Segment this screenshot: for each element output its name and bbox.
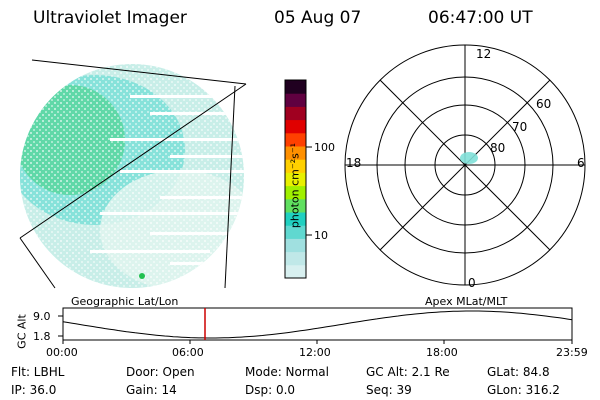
colorbar-cell <box>285 212 306 226</box>
timeline-ytick-label-9: 9.0 <box>33 310 51 323</box>
colorbar-cell <box>285 172 306 187</box>
timeline-xtick-label-1800: 18:00 <box>426 346 458 359</box>
polar-diagonal-2 <box>379 79 551 251</box>
colorbar-cell <box>285 119 306 134</box>
scan-gap <box>160 196 244 199</box>
info-dsp: Dsp: 0.0 <box>245 383 296 397</box>
timeline-y-label: GC Alt <box>15 314 29 349</box>
scan-gap <box>90 250 210 253</box>
colorbar-cell <box>285 132 306 147</box>
colorbar-cell <box>285 146 306 160</box>
scan-gap <box>120 170 244 173</box>
info-mode: Mode: Normal <box>245 365 329 379</box>
time-label: 06:47:00 UT <box>428 8 533 28</box>
colorbar-cell <box>285 251 306 266</box>
polar-plot-label: Apex MLat/MLT <box>425 295 508 308</box>
date-label: 05 Aug 07 <box>274 8 362 28</box>
scan-gap <box>110 138 244 141</box>
timeline-xtick-label-2359: 23:59 <box>556 346 588 359</box>
info-gc-alt: GC Alt: 2.1 Re <box>366 365 450 379</box>
mlt-label-18: 18 <box>346 156 362 170</box>
scan-gap <box>170 262 240 265</box>
scan-gap <box>150 112 240 115</box>
polar-emission-spot <box>460 152 478 164</box>
colorbar-cell <box>285 80 306 94</box>
scan-gap <box>100 212 244 215</box>
scan-gap <box>150 232 240 235</box>
disk-texture <box>20 64 244 288</box>
mlt-label-12: 12 <box>476 47 492 61</box>
timeline-plot <box>58 307 573 344</box>
mlt-label-6: 6 <box>577 156 585 170</box>
info-seq: Seq: 39 <box>366 383 412 397</box>
lat-label-60: 60 <box>536 97 552 111</box>
colorbar-cell <box>285 238 306 253</box>
colorbar-cell <box>285 185 306 200</box>
colorbar-cell <box>285 264 306 279</box>
altitude-curve <box>62 310 573 339</box>
lat-label-80: 80 <box>490 141 506 155</box>
colorbar-units: photon cm⁻²s⁻¹ <box>288 142 302 229</box>
timeline-xtick-label-1200: 12:00 <box>299 346 331 359</box>
colorbar-cell <box>285 198 306 213</box>
info-glat: GLat: 84.8 <box>487 365 550 379</box>
overlay-line-left <box>19 237 56 289</box>
overlay-line-top <box>31 59 247 85</box>
info-filter: Flt: LBHL <box>11 365 65 379</box>
timeline-xtick-label-0600: 06:00 <box>172 346 204 359</box>
overlay-line-right <box>224 85 236 289</box>
info-glon: GLon: 316.2 <box>487 383 560 397</box>
timeline-xtick-label-0000: 00:00 <box>46 346 78 359</box>
lat-label-70: 70 <box>512 120 528 134</box>
disk-peak-spot <box>139 273 145 279</box>
earth-image <box>19 59 247 289</box>
timeline-frame <box>62 307 573 341</box>
polar-plot <box>344 44 586 286</box>
colorbar <box>284 79 312 279</box>
colorbar-label-10: 10 <box>314 229 328 242</box>
scan-gap <box>170 155 244 158</box>
info-ip: IP: 36.0 <box>11 383 57 397</box>
colorbar-cell <box>285 225 306 239</box>
timeline-ytick-label-18: 1.8 <box>33 330 51 343</box>
info-gain: Gain: 14 <box>126 383 177 397</box>
scan-gap <box>130 95 244 98</box>
mlt-label-0: 0 <box>468 276 476 290</box>
overlay-line-diagonal <box>19 83 247 239</box>
colorbar-cells <box>285 80 306 279</box>
colorbar-cell <box>285 159 306 173</box>
earth-image-label: Geographic Lat/Lon <box>71 295 179 308</box>
colorbar-label-100: 100 <box>314 141 335 154</box>
instrument-title: Ultraviolet Imager <box>33 8 187 28</box>
info-door: Door: Open <box>126 365 195 379</box>
colorbar-cell <box>285 93 306 107</box>
colorbar-frame <box>284 79 307 279</box>
colorbar-cell <box>285 106 306 121</box>
